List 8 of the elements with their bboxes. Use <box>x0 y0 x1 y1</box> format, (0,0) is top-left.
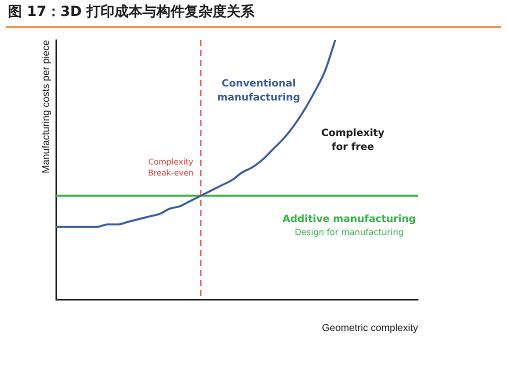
series-label: Conventional manufacturing <box>217 78 300 104</box>
y-axis-title: Manufacturing costs per piece <box>40 40 52 174</box>
chart-title: 图 17：3D 打印成本与构件复杂度关系 <box>6 0 501 28</box>
x-axis-title: Geometric complexity <box>322 322 418 334</box>
annotation: Complexity for free <box>321 128 385 154</box>
annotation: Complexity Break-even <box>148 158 194 178</box>
series-label: Additive manufacturing <box>282 214 416 225</box>
annotation: Design for manufacturing <box>294 228 404 238</box>
